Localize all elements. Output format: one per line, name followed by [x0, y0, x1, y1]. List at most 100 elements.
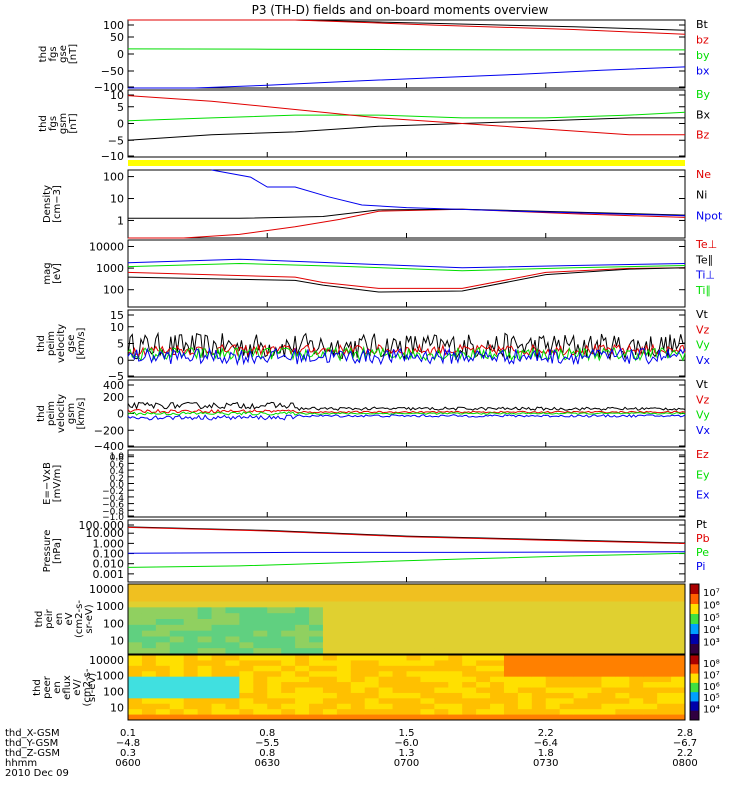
- heatmap-cell: [211, 671, 226, 678]
- heatmap-cell: [643, 584, 658, 591]
- heatmap-cell: [128, 676, 143, 683]
- heatmap-cell: [364, 698, 380, 705]
- heatmap-cell: [267, 665, 282, 672]
- heatmap-cell: [531, 613, 547, 620]
- heatmap-cell: [128, 624, 143, 632]
- legend-Vy: Vy: [696, 409, 710, 422]
- heatmap-cell: [490, 714, 505, 721]
- heatmap-cell: [239, 709, 254, 716]
- heatmap-cell: [183, 595, 199, 602]
- heatmap-cell: [281, 714, 296, 721]
- heatmap-cell: [392, 595, 407, 602]
- heatmap-cell: [183, 687, 199, 694]
- heatmap-cell: [128, 619, 143, 626]
- heatmap-cell: [211, 676, 226, 683]
- heatmap-cell: [448, 619, 463, 626]
- heatmap-cell: [517, 703, 533, 710]
- heatmap-cell: [587, 624, 602, 632]
- heatmap-cell: [490, 692, 505, 699]
- colorbar-label: 10⁵: [703, 613, 720, 624]
- heatmap-cell: [392, 601, 407, 608]
- y-tick-label: 0: [117, 354, 124, 367]
- heatmap-cell: [559, 624, 575, 632]
- heatmap-cell: [128, 636, 143, 643]
- heatmap-cell: [225, 595, 240, 602]
- y-tick-label: 10.000: [86, 527, 125, 540]
- heatmap-cell: [671, 589, 686, 597]
- series-Ni-line: [128, 208, 686, 219]
- heatmap-cell: [392, 709, 407, 716]
- y-tick-label: −0.8: [102, 507, 124, 517]
- heatmap-cell: [448, 607, 463, 614]
- heatmap-cell: [392, 648, 407, 655]
- heatmap-cell: [629, 709, 644, 716]
- y-tick-label: −1.0: [102, 513, 124, 523]
- heatmap-cell: [531, 642, 547, 649]
- heatmap-cell: [573, 703, 589, 710]
- heatmap-cell: [364, 601, 380, 608]
- heatmap-cell: [364, 607, 380, 614]
- heatmap-cell: [169, 682, 185, 688]
- heatmap-cell: [281, 692, 296, 699]
- heatmap-cell: [406, 698, 421, 705]
- heatmap-cell: [573, 665, 589, 672]
- heatmap-cell: [225, 714, 240, 721]
- heatmap-cell: [322, 648, 338, 655]
- heatmap-cell: [462, 671, 477, 678]
- heatmap-cell: [657, 589, 672, 597]
- heatmap-cell: [169, 584, 185, 591]
- heatmap-cell: [671, 676, 686, 683]
- heatmap-cell: [239, 648, 254, 655]
- legend-Bt: Bt: [696, 18, 709, 31]
- heatmap-cell: [239, 624, 254, 632]
- heatmap-cell: [531, 655, 547, 661]
- heatmap-cell: [267, 636, 282, 643]
- heatmap-cell: [183, 660, 199, 667]
- heatmap-cell: [295, 682, 310, 688]
- heatmap-cell: [420, 703, 435, 710]
- heatmap-cell: [531, 698, 547, 705]
- heatmap-cell: [197, 709, 213, 716]
- colorbar-segment: [690, 644, 699, 655]
- legend-by: by: [696, 49, 710, 62]
- y-tick-label: 10: [110, 634, 124, 647]
- x-tick-value-t: 0730: [533, 758, 558, 769]
- heatmap-cell: [531, 709, 547, 716]
- heatmap-cell: [392, 714, 407, 721]
- heatmap-cell: [295, 703, 310, 710]
- heatmap-cell: [141, 703, 157, 710]
- heatmap-cell: [295, 698, 310, 705]
- heatmap-cell: [364, 676, 380, 683]
- heatmap-cell: [517, 624, 533, 632]
- heatmap-cell: [364, 671, 380, 678]
- heatmap-cell: [378, 692, 394, 699]
- heatmap-cell: [601, 665, 616, 672]
- y-tick-label: 10000: [89, 654, 124, 667]
- heatmap-cell: [629, 607, 644, 614]
- heatmap-cell: [615, 648, 630, 655]
- y-axis-label: thd: [38, 46, 49, 63]
- y-tick-label: 100.000: [79, 519, 125, 532]
- heatmap-cell: [378, 589, 394, 597]
- heatmap-cell: [671, 648, 686, 655]
- heatmap-cell: [615, 655, 630, 661]
- heatmap-cell: [573, 714, 589, 721]
- heatmap-cell: [448, 682, 463, 688]
- heatmap-cell: [155, 676, 171, 683]
- heatmap-cell: [309, 642, 324, 649]
- heatmap-cell: [225, 636, 240, 643]
- heatmap-cell: [462, 709, 477, 716]
- heatmap-cell: [462, 595, 477, 602]
- heatmap-cell: [462, 589, 477, 597]
- heatmap-cell: [378, 698, 394, 705]
- heatmap-cell: [211, 584, 226, 591]
- legend-Ni: Ni: [696, 189, 707, 202]
- heatmap-cell: [671, 703, 686, 710]
- colorbar-segment: [690, 634, 699, 645]
- heatmap-cell: [476, 648, 491, 655]
- heatmap-cell: [601, 607, 616, 614]
- heatmap-cell: [462, 648, 477, 655]
- heatmap-cell: [448, 703, 463, 710]
- heatmap-cell: [420, 655, 435, 661]
